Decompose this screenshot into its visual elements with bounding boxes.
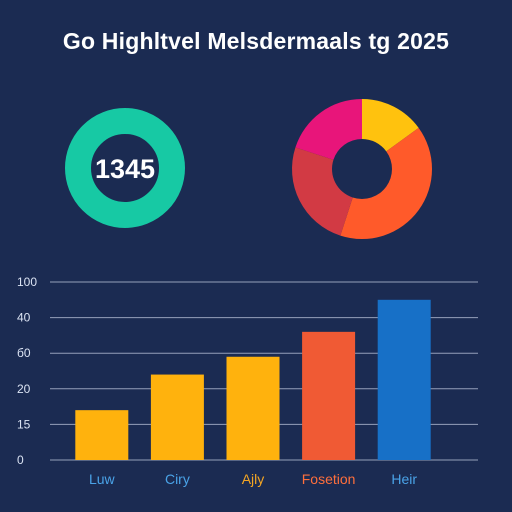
donut-chart [292,99,433,240]
y-tick-label: б0 [17,346,31,360]
bar [226,356,280,460]
y-tick-label: 20 [17,382,31,396]
ring-gauge: 1345 [65,108,185,228]
pie-slice [340,127,433,240]
x-tick-label: Luw [89,471,116,487]
x-tick-label: Heir [391,471,417,487]
y-tick-label: 100 [17,275,37,289]
pie-slice [362,99,419,152]
gauge-ring [65,108,185,228]
bar [302,331,356,460]
chart-title: Go Highltvel Melsdermaals tg 2025 [62,28,450,54]
bars [75,299,431,460]
y-tick-label: 40 [17,311,31,325]
y-axis-ticks: 0 15 20 б0 40 100 [17,275,37,467]
bar [75,410,129,460]
x-axis-labels: Luw Ciry Ajly Fosetion Heir [89,471,417,487]
x-tick-label: Ajly [242,471,265,487]
x-tick-label: Fosetion [302,471,356,487]
pie-slice [295,99,362,160]
y-tick-label: 0 [17,453,24,467]
bar [150,374,204,460]
y-tick-label: 15 [17,417,31,431]
x-tick-label: Ciry [165,471,190,487]
gauge-value: 1345 [95,154,155,184]
pie-slice [292,147,353,236]
bar [377,299,431,460]
